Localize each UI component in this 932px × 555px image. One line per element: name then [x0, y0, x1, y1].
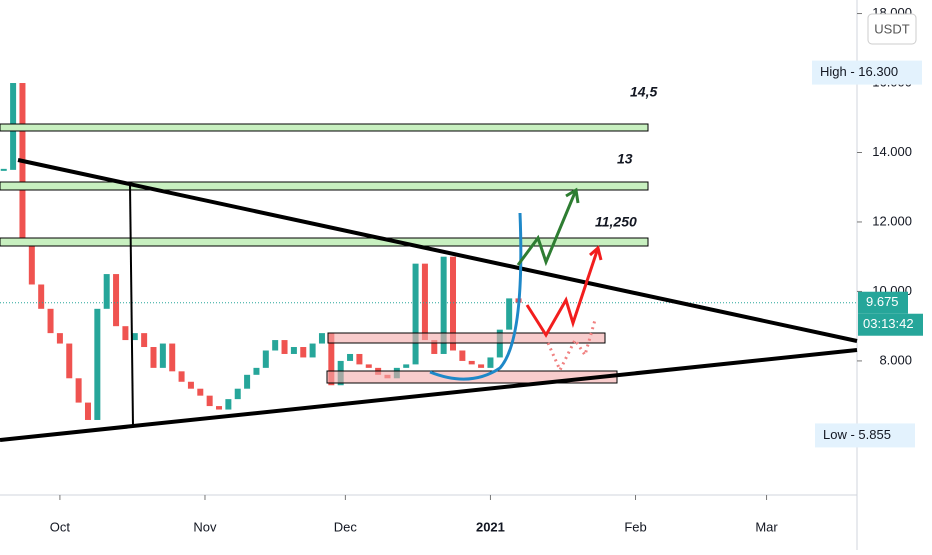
arc — [429, 212, 523, 381]
low-box — [815, 423, 915, 448]
candle — [506, 298, 513, 330]
x-tick-label: Nov — [193, 519, 217, 534]
high-label: High - 16.300 — [820, 64, 898, 79]
zone — [0, 181, 649, 191]
candle — [159, 343, 166, 368]
arrow-head — [589, 245, 603, 261]
trend-line — [0, 348, 858, 442]
candle — [412, 263, 419, 365]
candle — [272, 340, 279, 351]
vertical-line — [129, 184, 134, 428]
candle — [150, 347, 157, 368]
currency-button[interactable] — [867, 13, 917, 45]
x-tick-label: 2021 — [476, 519, 505, 534]
candle — [47, 308, 54, 334]
candle — [56, 333, 63, 344]
high-box — [812, 60, 922, 85]
x-tick-label: Mar — [755, 519, 778, 534]
candle — [206, 395, 213, 407]
candle — [440, 256, 447, 354]
arrow — [525, 247, 600, 338]
candle — [94, 308, 101, 420]
candle — [66, 343, 73, 379]
axis-labels: 8.00010.00012.00014.00016.00018.000OctNo… — [50, 5, 923, 534]
candle — [356, 353, 363, 365]
y-tick-label: 8.000 — [879, 352, 912, 367]
x-tick-label: Dec — [334, 519, 358, 534]
candle — [262, 350, 269, 368]
candle — [122, 326, 129, 341]
arrow-head — [565, 187, 580, 204]
candle — [234, 388, 241, 400]
candle — [216, 406, 223, 410]
zone — [0, 237, 649, 247]
drawings: 14,5 13 11,250 — [0, 84, 858, 442]
x-tick-label: Feb — [624, 519, 646, 534]
trend-line — [17, 158, 858, 343]
candle — [421, 263, 428, 341]
candle — [225, 399, 232, 410]
candle — [487, 357, 494, 368]
candle — [281, 340, 288, 354]
candle — [478, 364, 485, 368]
candle — [365, 364, 372, 368]
arrow — [516, 189, 578, 267]
zone — [0, 123, 649, 132]
candle — [496, 329, 503, 358]
annotation: 13 — [617, 151, 633, 167]
candle — [403, 364, 410, 368]
candle — [300, 347, 307, 358]
candle — [197, 388, 204, 396]
candle — [459, 350, 466, 361]
last-price-label: 9.675 — [866, 294, 899, 309]
last-price-box — [858, 291, 908, 314]
candle — [244, 374, 251, 389]
low-label: Low - 5.855 — [823, 427, 891, 442]
candle — [169, 343, 176, 372]
candle — [253, 367, 260, 375]
candle — [187, 381, 194, 389]
dotted-path — [546, 319, 597, 374]
annotation: 14,5 — [630, 84, 657, 100]
candle — [450, 256, 457, 351]
candle — [0, 168, 7, 171]
candle — [290, 347, 297, 354]
candle — [131, 333, 138, 341]
candle — [468, 360, 475, 365]
plot — [0, 83, 857, 420]
candle — [431, 340, 438, 354]
annotation: 11,250 — [595, 214, 637, 230]
y-tick-label: 14.000 — [872, 144, 912, 159]
candle — [28, 239, 35, 285]
candle — [38, 284, 45, 309]
countdown-box — [858, 313, 923, 336]
countdown-label: 03:13:42 — [863, 316, 914, 331]
candle — [178, 371, 185, 382]
candle — [103, 274, 110, 309]
candle — [309, 343, 316, 358]
candle — [347, 353, 354, 361]
candle — [113, 274, 120, 327]
candle — [141, 333, 148, 348]
y-tick-label: 12.000 — [872, 213, 912, 228]
zone — [327, 332, 606, 344]
x-tick-label: Oct — [50, 519, 71, 534]
candle — [84, 402, 91, 420]
candle — [318, 333, 325, 344]
currency-label: USDT — [874, 21, 909, 36]
candle — [328, 333, 335, 386]
candle — [75, 378, 82, 403]
